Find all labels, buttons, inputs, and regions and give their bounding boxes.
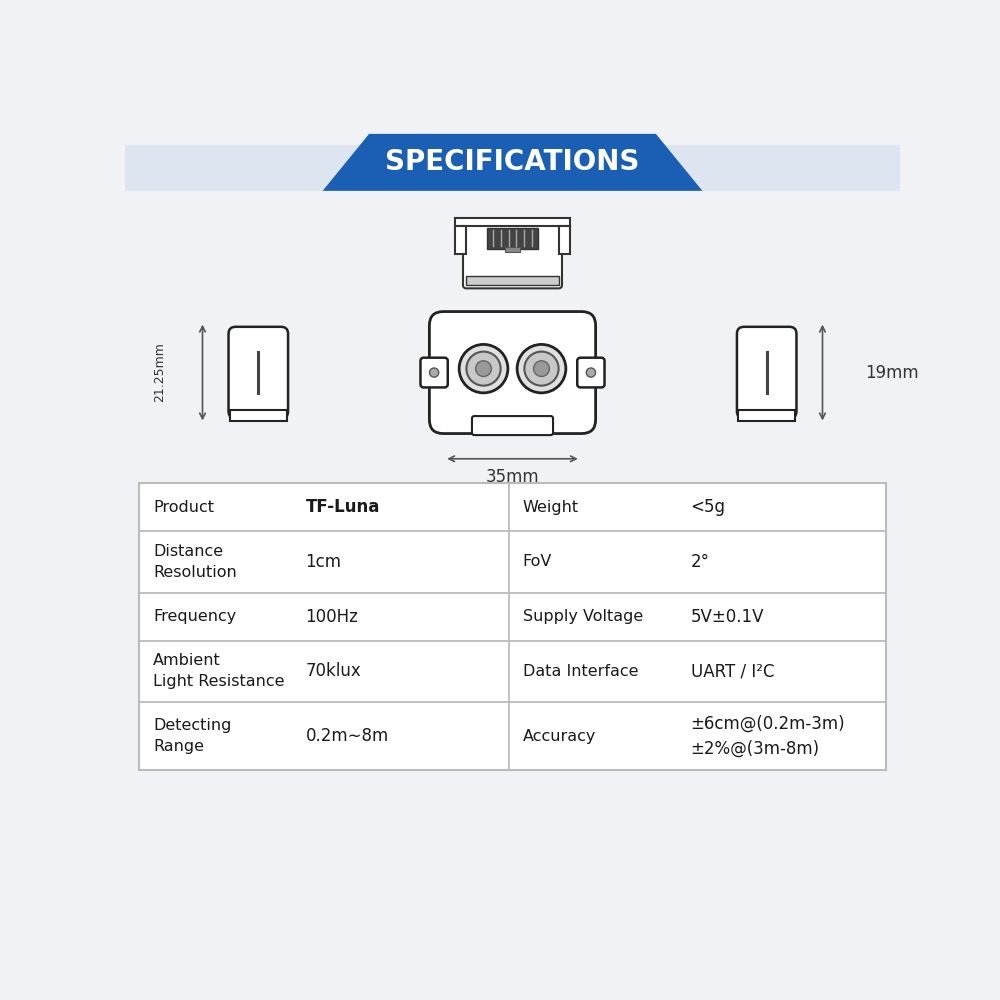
Circle shape bbox=[586, 368, 596, 377]
Text: 1cm: 1cm bbox=[306, 553, 342, 571]
Text: Accuracy: Accuracy bbox=[523, 728, 596, 744]
Text: Ambient
Light Resistance: Ambient Light Resistance bbox=[153, 653, 284, 689]
FancyBboxPatch shape bbox=[429, 312, 596, 434]
Bar bbox=[505, 247, 520, 252]
Bar bbox=[139, 483, 886, 770]
Text: Distance
Resolution: Distance Resolution bbox=[153, 544, 237, 580]
Bar bbox=[455, 226, 466, 254]
Text: SPECIFICATIONS: SPECIFICATIONS bbox=[385, 148, 640, 176]
FancyBboxPatch shape bbox=[472, 416, 553, 435]
Bar bbox=[230, 410, 287, 421]
Text: Product: Product bbox=[153, 500, 214, 515]
Circle shape bbox=[517, 344, 566, 393]
Bar bbox=[487, 228, 538, 249]
Text: 21.25mm: 21.25mm bbox=[153, 343, 166, 402]
Circle shape bbox=[534, 361, 549, 376]
Text: 0.2m∼8m: 0.2m∼8m bbox=[306, 727, 389, 745]
FancyBboxPatch shape bbox=[737, 327, 796, 418]
Polygon shape bbox=[323, 134, 702, 191]
Text: 2°: 2° bbox=[691, 553, 710, 571]
Circle shape bbox=[476, 361, 491, 376]
Bar bbox=[559, 226, 570, 254]
Text: FoV: FoV bbox=[523, 554, 552, 569]
FancyBboxPatch shape bbox=[420, 358, 448, 387]
Bar bbox=[125, 145, 900, 191]
Text: 35mm: 35mm bbox=[486, 468, 539, 486]
Bar bbox=[738, 410, 795, 421]
Text: 100Hz: 100Hz bbox=[306, 608, 358, 626]
Text: Data Interface: Data Interface bbox=[523, 664, 638, 679]
Text: 5V±0.1V: 5V±0.1V bbox=[691, 608, 764, 626]
Text: 19mm: 19mm bbox=[865, 364, 919, 382]
FancyBboxPatch shape bbox=[577, 358, 605, 387]
FancyBboxPatch shape bbox=[229, 327, 288, 418]
Circle shape bbox=[466, 352, 501, 386]
Text: Frequency: Frequency bbox=[153, 609, 236, 624]
Circle shape bbox=[524, 352, 559, 386]
Text: ±6cm@(0.2m-3m)
±2%@(3m-8m): ±6cm@(0.2m-3m) ±2%@(3m-8m) bbox=[691, 714, 845, 758]
Text: 70klux: 70klux bbox=[306, 662, 361, 680]
Circle shape bbox=[459, 344, 508, 393]
FancyBboxPatch shape bbox=[463, 219, 562, 288]
Text: TF-Luna: TF-Luna bbox=[306, 498, 380, 516]
Bar bbox=[139, 483, 886, 770]
Text: UART / I²C: UART / I²C bbox=[691, 662, 774, 680]
Text: <5g: <5g bbox=[691, 498, 726, 516]
Circle shape bbox=[429, 368, 439, 377]
Text: Supply Voltage: Supply Voltage bbox=[523, 609, 643, 624]
Text: Detecting
Range: Detecting Range bbox=[153, 718, 231, 754]
Bar bbox=[466, 276, 559, 285]
Text: Weight: Weight bbox=[523, 500, 579, 515]
Bar bbox=[455, 218, 570, 226]
